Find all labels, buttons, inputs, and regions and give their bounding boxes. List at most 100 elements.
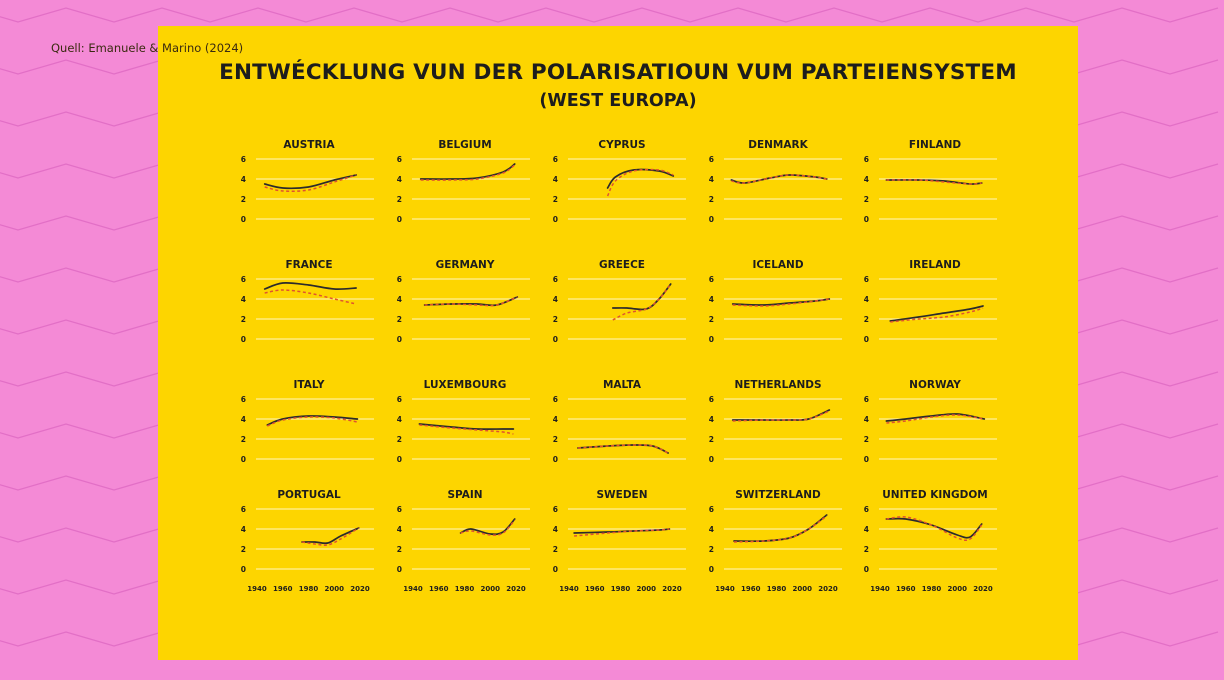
- x-tick-label: 1960: [741, 585, 761, 593]
- panel-title: PORTUGAL: [277, 489, 341, 501]
- y-tick-label: 0: [864, 215, 869, 224]
- y-tick-label: 4: [397, 175, 402, 184]
- y-tick-label: 4: [241, 175, 246, 184]
- x-tick-label: 2000: [637, 585, 657, 593]
- y-tick-label: 0: [864, 455, 869, 464]
- panel-title: UNITED KINGDOM: [882, 489, 987, 501]
- y-tick-label: 6: [553, 395, 558, 404]
- y-tick-label: 2: [864, 195, 869, 204]
- y-tick-label: 4: [709, 415, 714, 424]
- y-tick-label: 4: [709, 295, 714, 304]
- y-tick-label: 0: [709, 215, 714, 224]
- series-line-solid: [733, 514, 828, 543]
- panel-title: GERMANY: [436, 259, 495, 271]
- panel-luxembourg: LUXEMBOURG 0 2 4 6: [397, 379, 530, 464]
- x-tick-label: 1940: [247, 585, 267, 593]
- series-line-dashed: [606, 168, 674, 197]
- y-tick-label: 6: [864, 155, 869, 164]
- y-tick-label: 2: [241, 545, 246, 554]
- y-tick-label: 0: [553, 565, 558, 574]
- zigzag-line: [0, 7, 1219, 23]
- y-tick-label: 6: [397, 395, 402, 404]
- panel-title: CYPRUS: [598, 139, 645, 151]
- y-tick-label: 6: [397, 275, 402, 284]
- y-tick-label: 2: [709, 545, 714, 554]
- y-tick-label: 0: [397, 455, 402, 464]
- series-line-solid: [263, 174, 357, 190]
- x-tick-label: 1980: [767, 585, 787, 593]
- series-line-dashed: [732, 410, 830, 422]
- panel-malta: MALTA 0 2 4 6: [553, 379, 686, 464]
- series-line-solid: [266, 415, 359, 426]
- panel-title: DENMARK: [748, 139, 808, 151]
- y-tick-label: 4: [397, 295, 402, 304]
- panel-switzerland: SWITZERLAND 0 2 4 6 1940 1960 1980 2000 2020: [709, 489, 842, 593]
- y-tick-label: 4: [709, 525, 714, 534]
- series-line-dashed: [886, 179, 982, 185]
- y-tick-label: 6: [241, 155, 246, 164]
- panel-title: ITALY: [293, 379, 324, 391]
- series-line-dashed: [574, 528, 670, 537]
- y-tick-label: 4: [553, 175, 558, 184]
- y-tick-label: 4: [241, 415, 246, 424]
- y-tick-label: 2: [241, 435, 246, 444]
- series-line-solid: [606, 168, 675, 189]
- series-line-dashed: [886, 516, 983, 542]
- y-tick-label: 6: [864, 275, 869, 284]
- x-tick-label: 1960: [273, 585, 293, 593]
- panel-greece: GREECE 0 2 4 6: [553, 259, 686, 344]
- y-tick-label: 2: [397, 435, 402, 444]
- y-tick-label: 2: [709, 315, 714, 324]
- source-caption: Quell: Emanuele & Marino (2024): [51, 41, 244, 55]
- panel-title: FRANCE: [285, 259, 332, 271]
- x-tick-label: 1940: [559, 585, 579, 593]
- y-tick-label: 6: [553, 155, 558, 164]
- panel-sweden: SWEDEN 0 2 4 6 1940 1960 1980 2000 2020: [553, 489, 686, 593]
- panel-title: SWITZERLAND: [735, 489, 821, 501]
- x-tick-label: 1940: [403, 585, 423, 593]
- y-tick-label: 0: [241, 565, 246, 574]
- series-line-solid: [418, 423, 515, 430]
- y-tick-label: 0: [553, 335, 558, 344]
- panel-ireland: IRELAND 0 2 4 6: [864, 259, 997, 344]
- y-tick-label: 6: [397, 505, 402, 514]
- y-tick-label: 2: [397, 315, 402, 324]
- y-tick-label: 0: [709, 455, 714, 464]
- panel-belgium: BELGIUM 0 2 4 6: [397, 139, 530, 224]
- y-tick-label: 4: [241, 295, 246, 304]
- y-tick-label: 6: [241, 505, 246, 514]
- series-line-solid: [419, 163, 516, 180]
- y-tick-label: 2: [553, 545, 558, 554]
- y-tick-label: 4: [553, 295, 558, 304]
- panel-title: BELGIUM: [438, 139, 491, 151]
- y-tick-label: 6: [241, 395, 246, 404]
- y-tick-label: 2: [553, 315, 558, 324]
- y-tick-label: 6: [709, 505, 714, 514]
- panel-norway: NORWAY 0 2 4 6: [864, 379, 997, 464]
- y-tick-label: 2: [864, 545, 869, 554]
- series-line-solid: [885, 517, 983, 539]
- x-tick-label: 2020: [662, 585, 682, 593]
- y-tick-label: 6: [241, 275, 246, 284]
- y-tick-label: 4: [397, 415, 402, 424]
- y-tick-label: 0: [709, 335, 714, 344]
- panel-cyprus: CYPRUS 0 2 4 6: [553, 139, 686, 224]
- y-tick-label: 4: [864, 295, 869, 304]
- y-tick-label: 2: [241, 195, 246, 204]
- panel-germany: GERMANY 0 2 4 6: [397, 259, 530, 344]
- series-line-dashed: [886, 414, 985, 424]
- series-line-solid: [301, 527, 360, 545]
- series-line-dashed: [301, 527, 360, 547]
- series-line-dashed: [612, 283, 672, 321]
- chart-panel: [158, 26, 1078, 660]
- x-tick-label: 1960: [585, 585, 605, 593]
- x-tick-label: 1960: [429, 585, 449, 593]
- series-line-dashed: [577, 444, 669, 454]
- x-tick-label: 1980: [611, 585, 631, 593]
- series-line-dashed: [890, 307, 984, 323]
- series-line-solid: [573, 528, 671, 534]
- series-line-solid: [577, 444, 669, 454]
- series-line-dashed: [731, 174, 827, 184]
- series-line-solid: [459, 518, 516, 536]
- y-tick-label: 6: [709, 395, 714, 404]
